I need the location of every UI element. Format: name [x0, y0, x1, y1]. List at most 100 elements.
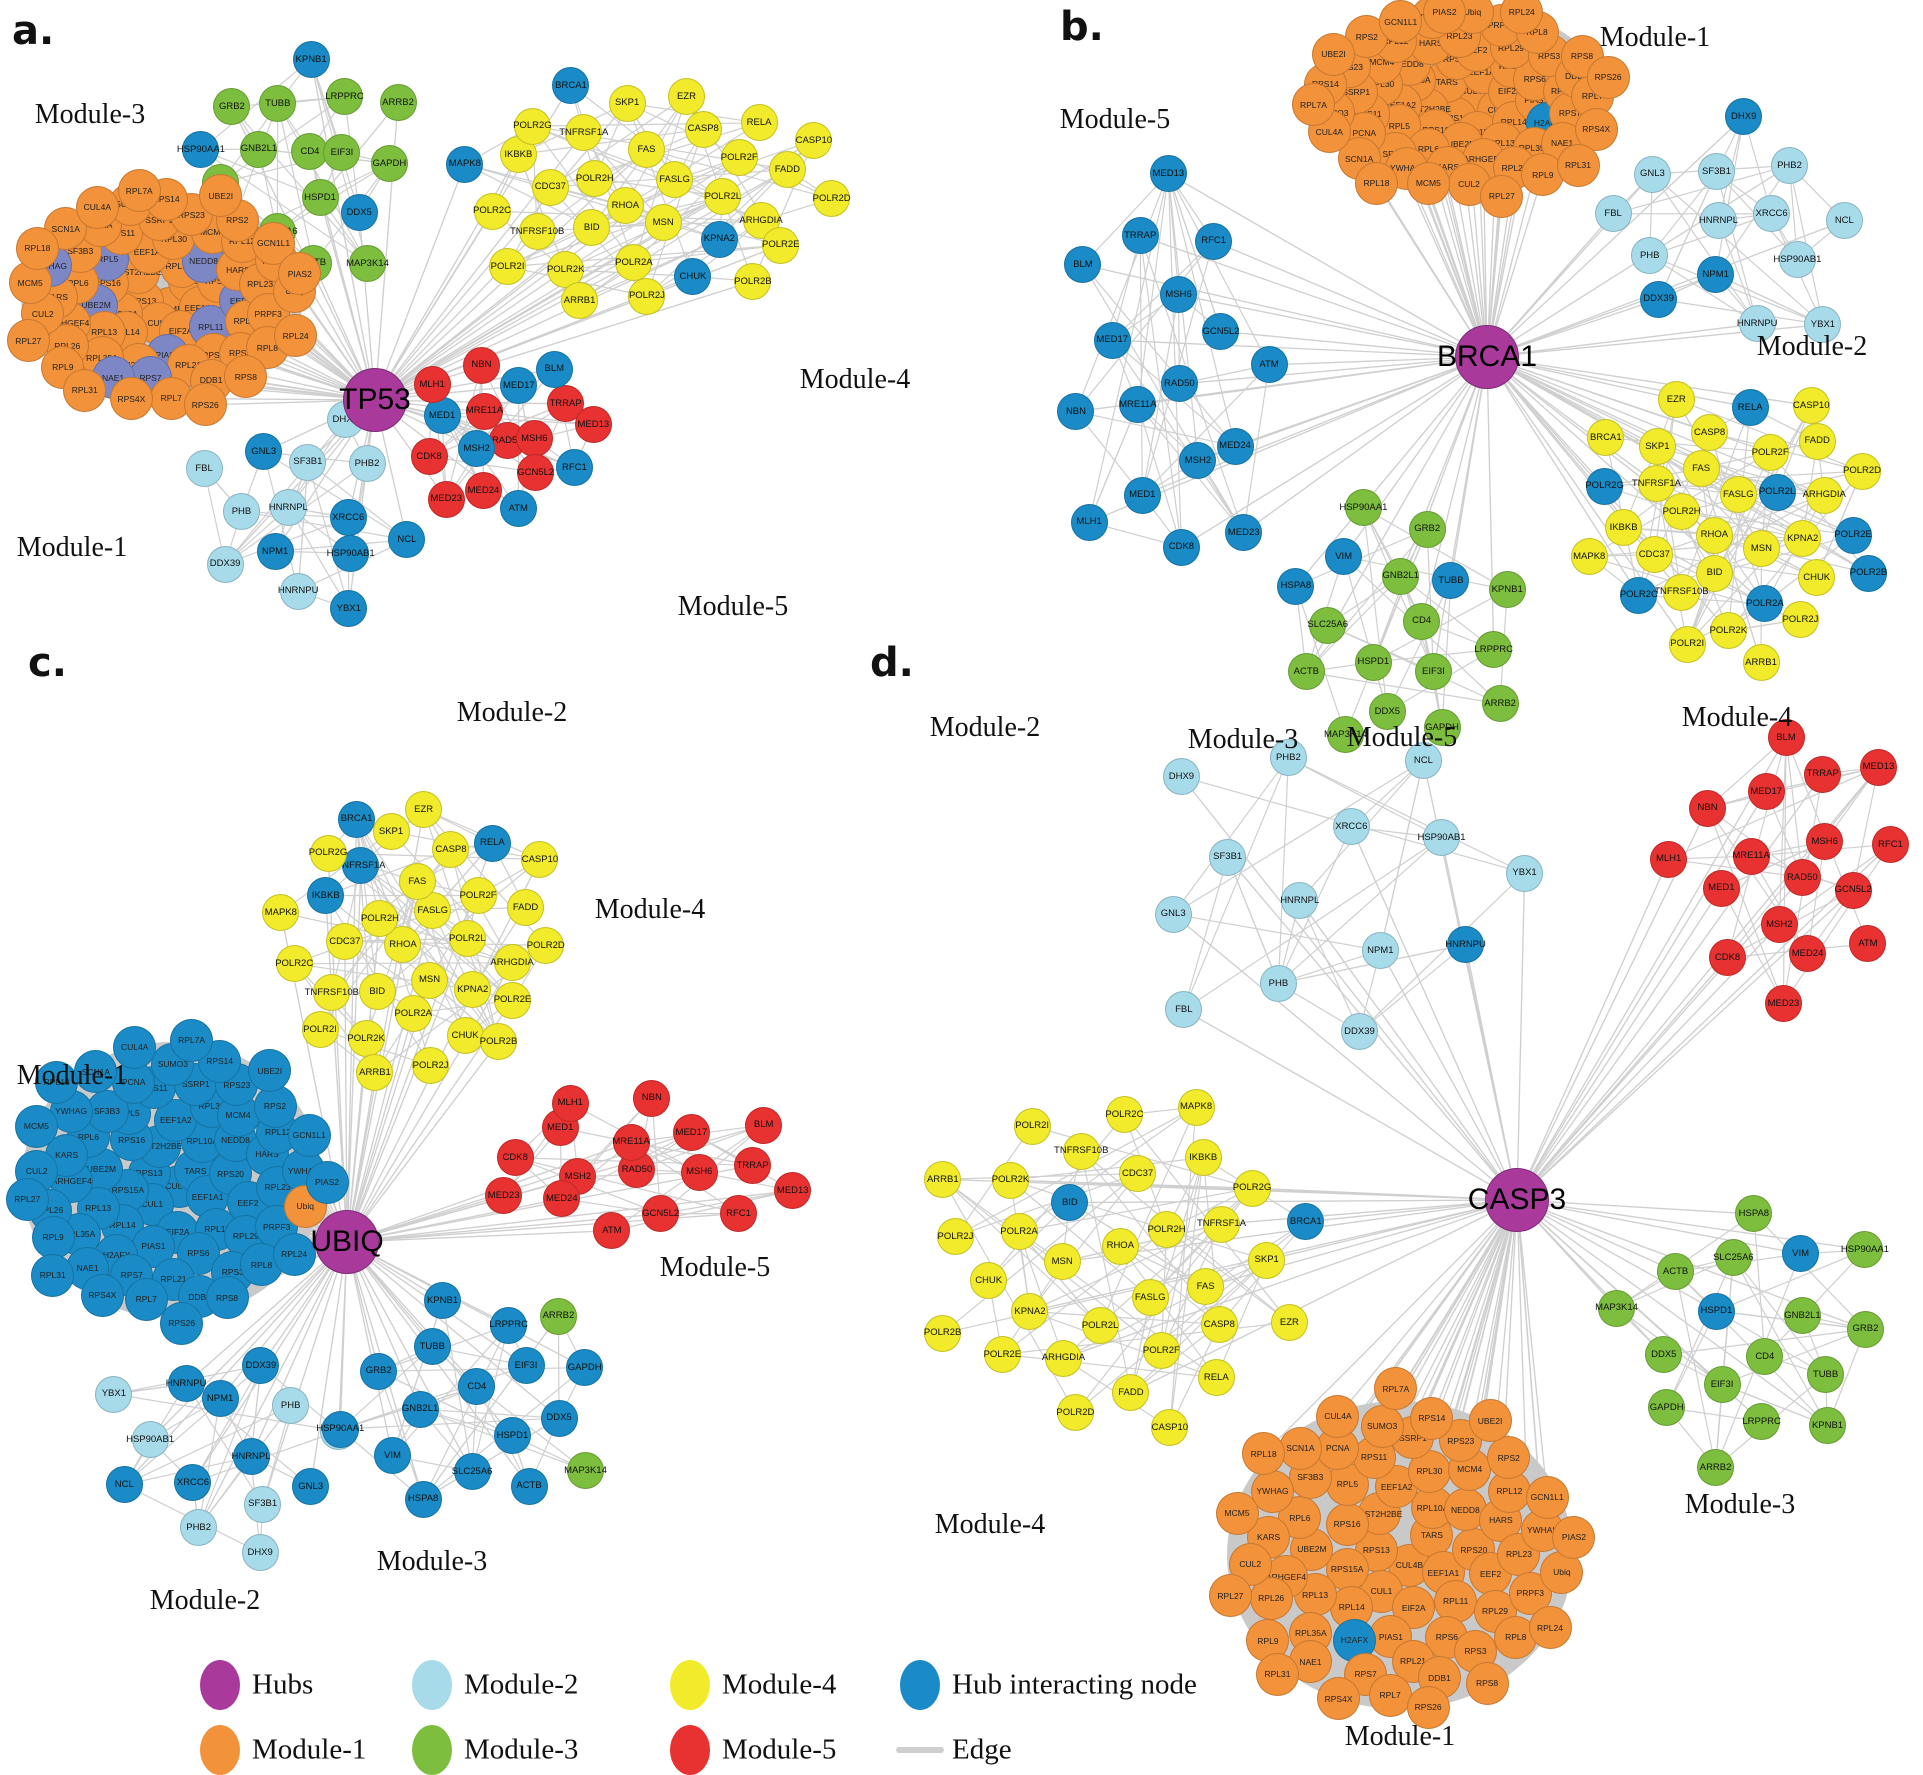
gene-node-sf3b1: SF3B1: [289, 443, 327, 481]
gene-node-gapdh: GAPDH: [1648, 1389, 1686, 1427]
gene-node-tubb: TUBB: [259, 85, 297, 123]
gene-node-polr2k: POLR2K: [1710, 612, 1747, 650]
gene-node-ncl: NCL: [105, 1466, 143, 1504]
gene-node-actb: ACTB: [1287, 653, 1325, 691]
legend-label-edge: Edge: [952, 1733, 1012, 1766]
gene-node-gnb2l1: GNB2L1: [240, 130, 278, 168]
gene-node-mre11a: MRE11A: [612, 1123, 650, 1161]
gene-node-gnl3: GNL3: [292, 1468, 330, 1506]
gene-node-fas: FAS: [1187, 1268, 1225, 1306]
gene-node-rps26: RPS26: [1406, 1685, 1450, 1729]
gene-node-bid: BID: [358, 973, 396, 1011]
gene-node-skp1: SKP1: [1638, 428, 1676, 466]
hub-node-tp53: [343, 368, 407, 432]
gene-node-lrpprc: LRPPRC: [489, 1306, 528, 1344]
gene-node-faslg: FASLG: [1719, 476, 1757, 514]
gene-node-polr2l: POLR2L: [1081, 1307, 1119, 1345]
gene-node-gapdh: GAPDH: [370, 144, 408, 182]
gene-node-fadd: FADD: [768, 151, 806, 188]
gene-node-polr2i: POLR2I: [1013, 1107, 1051, 1145]
gene-node-cul4a: CUL4A: [75, 185, 119, 229]
gene-node-gcn1l1: GCN1L1: [1525, 1475, 1569, 1519]
gene-node-map3k14: MAP3K14: [346, 244, 389, 282]
gene-node-polr2i: POLR2I: [489, 248, 527, 286]
gene-node-rpl18: RPL18: [35, 1061, 79, 1105]
gene-node-mre11a: MRE11A: [466, 392, 503, 430]
gene-node-chuk: CHUK: [674, 257, 712, 295]
legend-label-hub-interacting-node: Hub interacting node: [952, 1668, 1197, 1701]
gene-node-rps2: RPS2: [1487, 1436, 1531, 1480]
gene-node-polr2j: POLR2J: [628, 277, 666, 315]
module-label-b-module-5: Module-5: [1059, 104, 1171, 135]
module-label-c-module-2: Module-2: [149, 1585, 261, 1616]
gene-node-rps26: RPS26: [1586, 55, 1630, 99]
gene-node-rps4x: RPS4X: [80, 1274, 124, 1317]
gene-node-polr2i: POLR2I: [301, 1010, 339, 1048]
gene-node-med23: MED23: [485, 1176, 523, 1214]
gene-node-fadd: FADD: [1798, 422, 1836, 460]
gene-node-faslg: FASLG: [1131, 1279, 1169, 1316]
gene-node-scn1a: SCN1A: [1278, 1426, 1322, 1470]
gene-node-grb2: GRB2: [1846, 1310, 1884, 1348]
gene-node-eif3i: EIF3I: [507, 1347, 545, 1385]
gene-node-polr2a: POLR2A: [1000, 1213, 1038, 1251]
gene-node-rpl27: RPL27: [1480, 174, 1524, 218]
hub-label-ubiq: UBIQ: [310, 1225, 384, 1258]
gene-node-ddx5: DDX5: [1368, 693, 1406, 731]
gene-node-rpl24: RPL24: [1528, 1606, 1572, 1650]
gene-node-fas: FAS: [398, 863, 436, 901]
gene-node-kpna2: KPNA2: [1784, 520, 1822, 558]
gene-node-med17: MED17: [1747, 773, 1785, 811]
gene-node-actb: ACTB: [510, 1467, 548, 1505]
gene-node-med23: MED23: [1764, 984, 1802, 1022]
gene-node-mcm5: MCM5: [14, 1104, 58, 1148]
gene-node-chuk: CHUK: [1798, 559, 1836, 597]
gene-node-map3k14: MAP3K14: [1324, 715, 1367, 753]
hub-label-casp3: CASP3: [1467, 1183, 1567, 1216]
gene-node-phb: PHB: [223, 492, 260, 530]
gene-node-mlh1: MLH1: [1070, 503, 1108, 541]
gene-node-polr2e: POLR2E: [494, 981, 531, 1019]
gene-node-mapk8: MAPK8: [1570, 538, 1608, 576]
gene-node-arrb2: ARRB2: [379, 83, 417, 121]
gene-node-sf3b1: SF3B1: [1697, 153, 1735, 191]
gene-node-hspa8: HSPA8: [1277, 567, 1315, 605]
gene-node-rpl7: RPL7: [1368, 1674, 1412, 1718]
gene-node-rps8: RPS8: [1465, 1662, 1509, 1706]
gene-node-rps4x: RPS4X: [1317, 1677, 1361, 1721]
gene-node-arrb1: ARRB1: [1742, 643, 1780, 681]
module-label-a-module-4: Module-4: [799, 364, 911, 395]
gene-node-rps8: RPS8: [205, 1276, 249, 1320]
gene-node-msn: MSN: [644, 203, 682, 241]
hub-node-ubiq: [315, 1210, 379, 1274]
gene-node-cdk8: CDK8: [1709, 939, 1747, 977]
gene-node-phb2: PHB2: [180, 1509, 218, 1547]
gene-node-blm: BLM: [1064, 246, 1102, 284]
gene-node-cdc37: CDC37: [326, 922, 364, 960]
gene-node-med24: MED24: [464, 472, 502, 510]
gene-node-gapdh: GAPDH: [566, 1349, 604, 1387]
gene-node-hsp90ab1: HSP90AB1: [1773, 241, 1821, 279]
gene-node-hnrnpu: HNRNPU: [278, 572, 318, 610]
gene-node-tnfrsf10b: TNFRSF10B: [305, 974, 359, 1012]
gene-node-npm1: NPM1: [1697, 255, 1735, 293]
gene-node-kpnb1: KPNB1: [1809, 1407, 1847, 1445]
gene-node-polr2d: POLR2D: [1843, 452, 1881, 490]
gene-node-dhx9: DHX9: [241, 1533, 279, 1571]
gene-node-gnb2l1: GNB2L1: [1783, 1297, 1821, 1335]
gene-node-rps4x: RPS4X: [1574, 107, 1618, 151]
gene-node-gcn5l2: GCN5L2: [1202, 312, 1240, 350]
gene-node-atm: ATM: [1250, 346, 1288, 384]
gene-node-fadd: FADD: [1112, 1374, 1150, 1412]
gene-node-med23: MED23: [1225, 514, 1263, 552]
gene-node-map3k14: MAP3K14: [1595, 1289, 1638, 1327]
gene-node-ddx39: DDX39: [242, 1347, 280, 1385]
gene-node-polr2k: POLR2K: [347, 1020, 385, 1058]
gene-node-polr2h: POLR2H: [576, 160, 614, 198]
gene-node-arhgdia: ARHGDIA: [1042, 1339, 1085, 1377]
gene-node-mlh1: MLH1: [1650, 840, 1688, 878]
panel-letter-b: b.: [1060, 4, 1104, 50]
gene-node-casp8: CASP8: [1200, 1305, 1238, 1343]
gene-node-eif3i: EIF3I: [1414, 653, 1452, 691]
gene-node-gcn5l2: GCN5L2: [517, 453, 555, 491]
